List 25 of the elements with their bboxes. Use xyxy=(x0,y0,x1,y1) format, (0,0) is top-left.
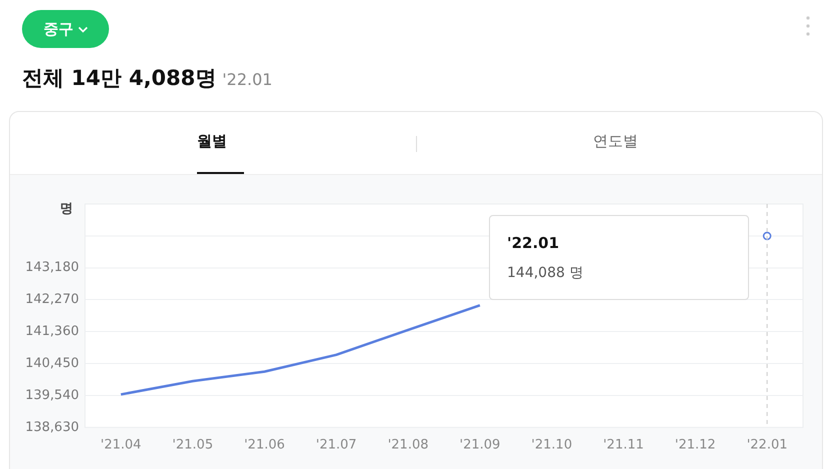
x-tick-label: '21.09 xyxy=(460,438,500,453)
text: 중구 xyxy=(44,20,74,38)
tooltip: '22.01 144,088 명 xyxy=(489,215,749,300)
chart-subtitle: '22.01 xyxy=(222,70,272,89)
y-tick-label: 138,630 xyxy=(25,420,79,435)
y-tick-label: 140,450 xyxy=(25,356,79,371)
x-tick-label: '21.07 xyxy=(316,438,357,453)
x-tick-label: '21.11 xyxy=(603,438,644,453)
y-tick-label: 139,540 xyxy=(25,388,79,403)
y-tick-label: 142,270 xyxy=(25,292,79,308)
text: 월별 xyxy=(197,132,227,151)
x-tick-label: '21.08 xyxy=(388,438,428,453)
x-tick-label: '21.10 xyxy=(531,438,572,453)
x-tick-label: '21.06 xyxy=(244,438,285,453)
x-tick-label: '21.04 xyxy=(100,438,142,453)
text: 연도별 xyxy=(593,132,638,151)
x-tick-label: '21.12 xyxy=(674,438,716,453)
x-tick-label: '21.05 xyxy=(172,438,214,453)
x-tick-label: '22.01 xyxy=(746,438,788,453)
annotation: 144,088 명 xyxy=(507,264,584,282)
y-tick-label: 141,360 xyxy=(25,324,79,340)
y-axis-title: 명 xyxy=(60,201,73,216)
annotation: '22.01 xyxy=(507,234,560,252)
chart-title: 전체 14만 4,088명 xyxy=(22,66,216,90)
y-tick-label: 143,180 xyxy=(25,260,79,276)
